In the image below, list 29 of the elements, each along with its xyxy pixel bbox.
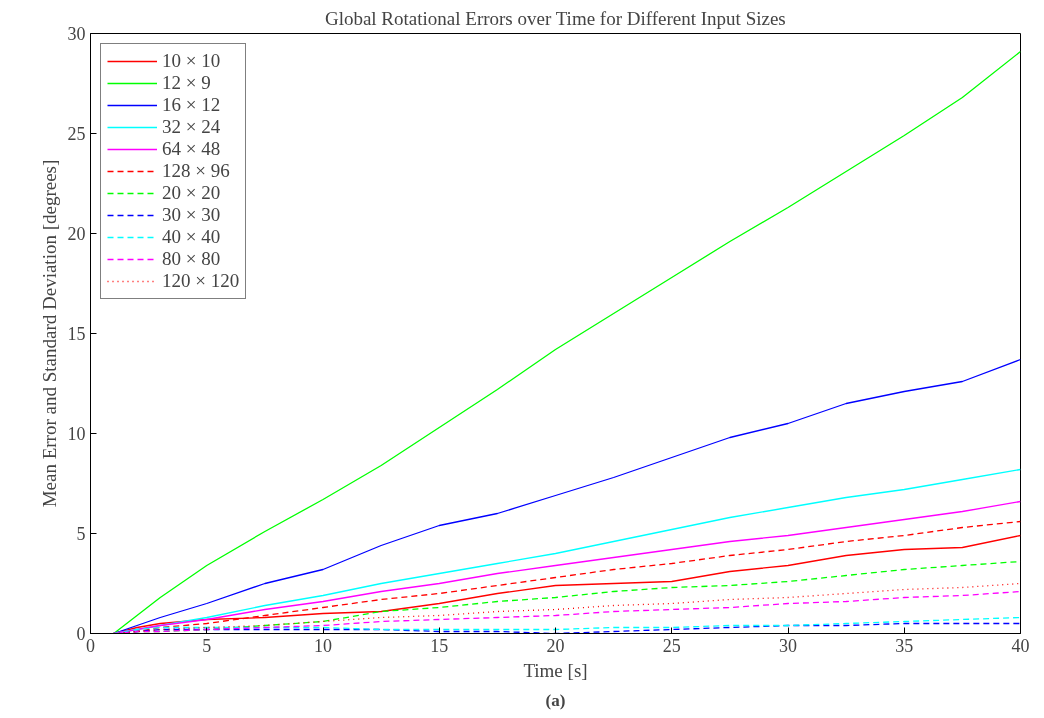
y-tick-label: 15 xyxy=(67,324,86,344)
legend-label: 20 × 20 xyxy=(162,182,221,204)
y-tick-label: 20 xyxy=(67,224,86,244)
y-tick-label: 5 xyxy=(76,524,86,544)
legend-label: 128 × 96 xyxy=(162,160,230,182)
legend-label: 40 × 40 xyxy=(162,226,221,248)
text: (a) xyxy=(545,690,566,710)
y-tick-label: 30 xyxy=(67,24,86,44)
legend-label: 120 × 120 xyxy=(162,270,240,292)
legend-label: 10 × 10 xyxy=(162,50,221,72)
y-tick-label: 25 xyxy=(67,124,86,144)
legend-label: 12 × 9 xyxy=(162,72,211,94)
x-tick-label: 35 xyxy=(895,635,914,656)
x-tick-label: 40 xyxy=(1011,635,1030,656)
y-axis-title: Mean Error and Standard Deviation [degrees] xyxy=(38,159,60,508)
x-tick-label: 15 xyxy=(430,635,449,656)
chart-title: Global Rotational Errors over Time for Different Input Sizes xyxy=(324,7,786,29)
x-tick-label: 20 xyxy=(546,635,565,656)
legend-label: 16 × 12 xyxy=(162,94,221,116)
legend-label: 64 × 48 xyxy=(162,138,221,160)
x-tick-label: 25 xyxy=(662,635,681,656)
x-tick-label: 5 xyxy=(202,635,212,656)
legend-label: 32 × 24 xyxy=(162,116,221,138)
legend-label: 30 × 30 xyxy=(162,204,221,226)
x-axis-title: Time [s] xyxy=(523,659,588,681)
y-tick-label: 10 xyxy=(67,424,86,444)
legend-label: 80 × 80 xyxy=(162,248,221,270)
x-tick-label: 30 xyxy=(779,635,797,656)
x-tick-label: 10 xyxy=(314,635,332,656)
